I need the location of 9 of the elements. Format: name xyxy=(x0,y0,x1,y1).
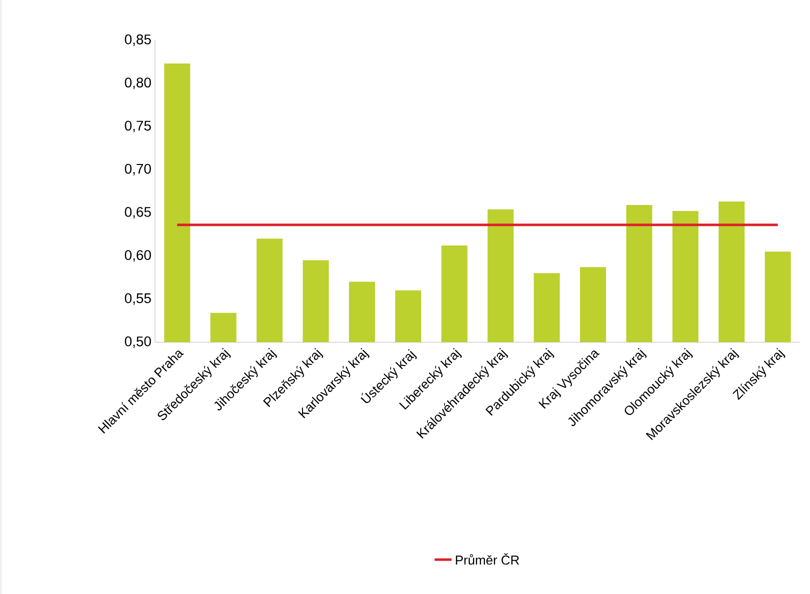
y-tick-label: 0,65 xyxy=(124,206,151,218)
legend-label: Průměr ČR xyxy=(456,553,520,564)
y-tick-label: 0,85 xyxy=(124,34,151,46)
y-tick-label: 0,50 xyxy=(124,336,151,348)
y-tick-label: 0,55 xyxy=(124,293,151,305)
y-tick-label: 0,75 xyxy=(124,120,151,132)
y-tick-label: 0,80 xyxy=(124,77,151,89)
y-tick-label: 0,60 xyxy=(124,250,151,262)
y-tick-label: 0,70 xyxy=(124,164,151,176)
